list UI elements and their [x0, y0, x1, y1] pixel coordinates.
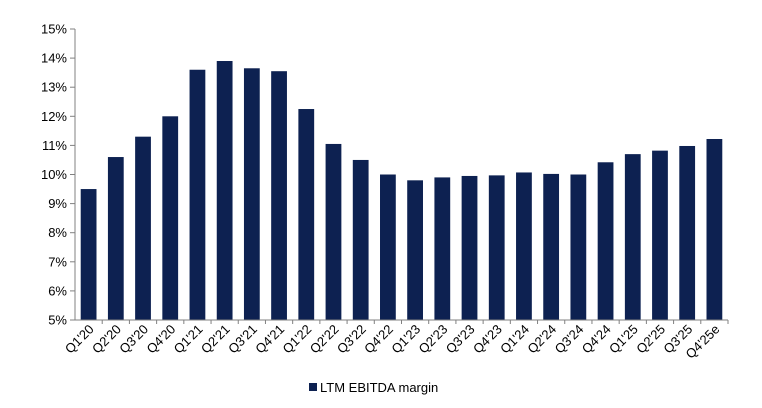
x-tick-label: Q2'24 — [524, 322, 559, 357]
y-tick-label: 8% — [48, 225, 67, 240]
x-tick-label: Q2'22 — [307, 322, 342, 357]
bar — [434, 177, 451, 320]
x-tick-label: Q4'22 — [361, 322, 396, 357]
bar — [570, 174, 587, 320]
y-tick-label: 14% — [41, 51, 67, 66]
x-tick-label: Q3'24 — [552, 322, 587, 357]
x-axis: Q1'20Q2'20Q3'20Q4'20Q1'21Q2'21Q3'21Q4'21… — [62, 319, 729, 361]
x-tick-label: Q2'25 — [633, 322, 668, 357]
bar — [162, 116, 179, 320]
y-tick-label: 12% — [41, 109, 67, 124]
y-tick-label: 9% — [48, 196, 67, 211]
y-axis: 5% 6% 7% 8% 9% 10% 11% 12% 13% 14% 15% — [41, 22, 76, 328]
y-tick-label: 5% — [48, 313, 67, 328]
y-tick-label: 6% — [48, 283, 67, 298]
legend: LTM EBITDA margin — [309, 380, 438, 395]
x-tick-label: Q1'25 — [606, 322, 641, 357]
x-tick-label: Q3'23 — [443, 322, 478, 357]
y-tick-label: 7% — [48, 254, 67, 269]
x-tick-label: Q2'21 — [198, 322, 233, 357]
y-tick-label: 10% — [41, 167, 67, 182]
bar — [516, 172, 532, 320]
bar — [597, 162, 614, 320]
x-tick-label: Q1'22 — [280, 322, 315, 357]
bar — [107, 157, 124, 320]
y-tick-label: 13% — [41, 80, 67, 95]
x-tick-label: Q1'23 — [388, 322, 423, 357]
bar — [189, 69, 206, 321]
x-tick-label: Q3'21 — [225, 322, 260, 357]
x-tick-label: Q2'20 — [89, 322, 124, 357]
bar — [624, 154, 641, 320]
legend-swatch — [309, 383, 317, 391]
x-tick-label: Q1'20 — [62, 322, 97, 357]
bar — [352, 159, 369, 320]
legend-label: LTM EBITDA margin — [320, 380, 438, 395]
x-tick-label: Q4'21 — [252, 322, 287, 357]
bar — [216, 61, 233, 320]
x-tick-label: Q2'23 — [416, 322, 451, 357]
bar — [461, 175, 478, 320]
bar — [325, 143, 342, 320]
x-tick-label: Q1'21 — [171, 322, 206, 357]
x-tick-label: Q3'22 — [334, 322, 369, 357]
x-tick-label: Q4'23 — [470, 322, 505, 357]
bar — [543, 173, 560, 320]
bar — [135, 136, 151, 320]
bar — [679, 145, 696, 320]
x-tick-label: Q1'24 — [497, 322, 532, 357]
bar — [407, 180, 423, 320]
x-tick-label: Q3'20 — [116, 322, 151, 357]
bar — [652, 150, 668, 320]
x-tick-label: Q4'24 — [579, 322, 614, 357]
bar — [80, 189, 97, 320]
bar — [706, 138, 723, 320]
y-tick-label: 15% — [41, 22, 67, 37]
bars — [80, 61, 723, 321]
bar — [380, 174, 396, 320]
bar — [271, 71, 287, 320]
bar — [488, 175, 505, 320]
bar — [298, 109, 315, 321]
x-tick-label: Q4'20 — [143, 322, 178, 357]
y-tick-label: 11% — [42, 138, 67, 153]
bar — [243, 68, 260, 320]
